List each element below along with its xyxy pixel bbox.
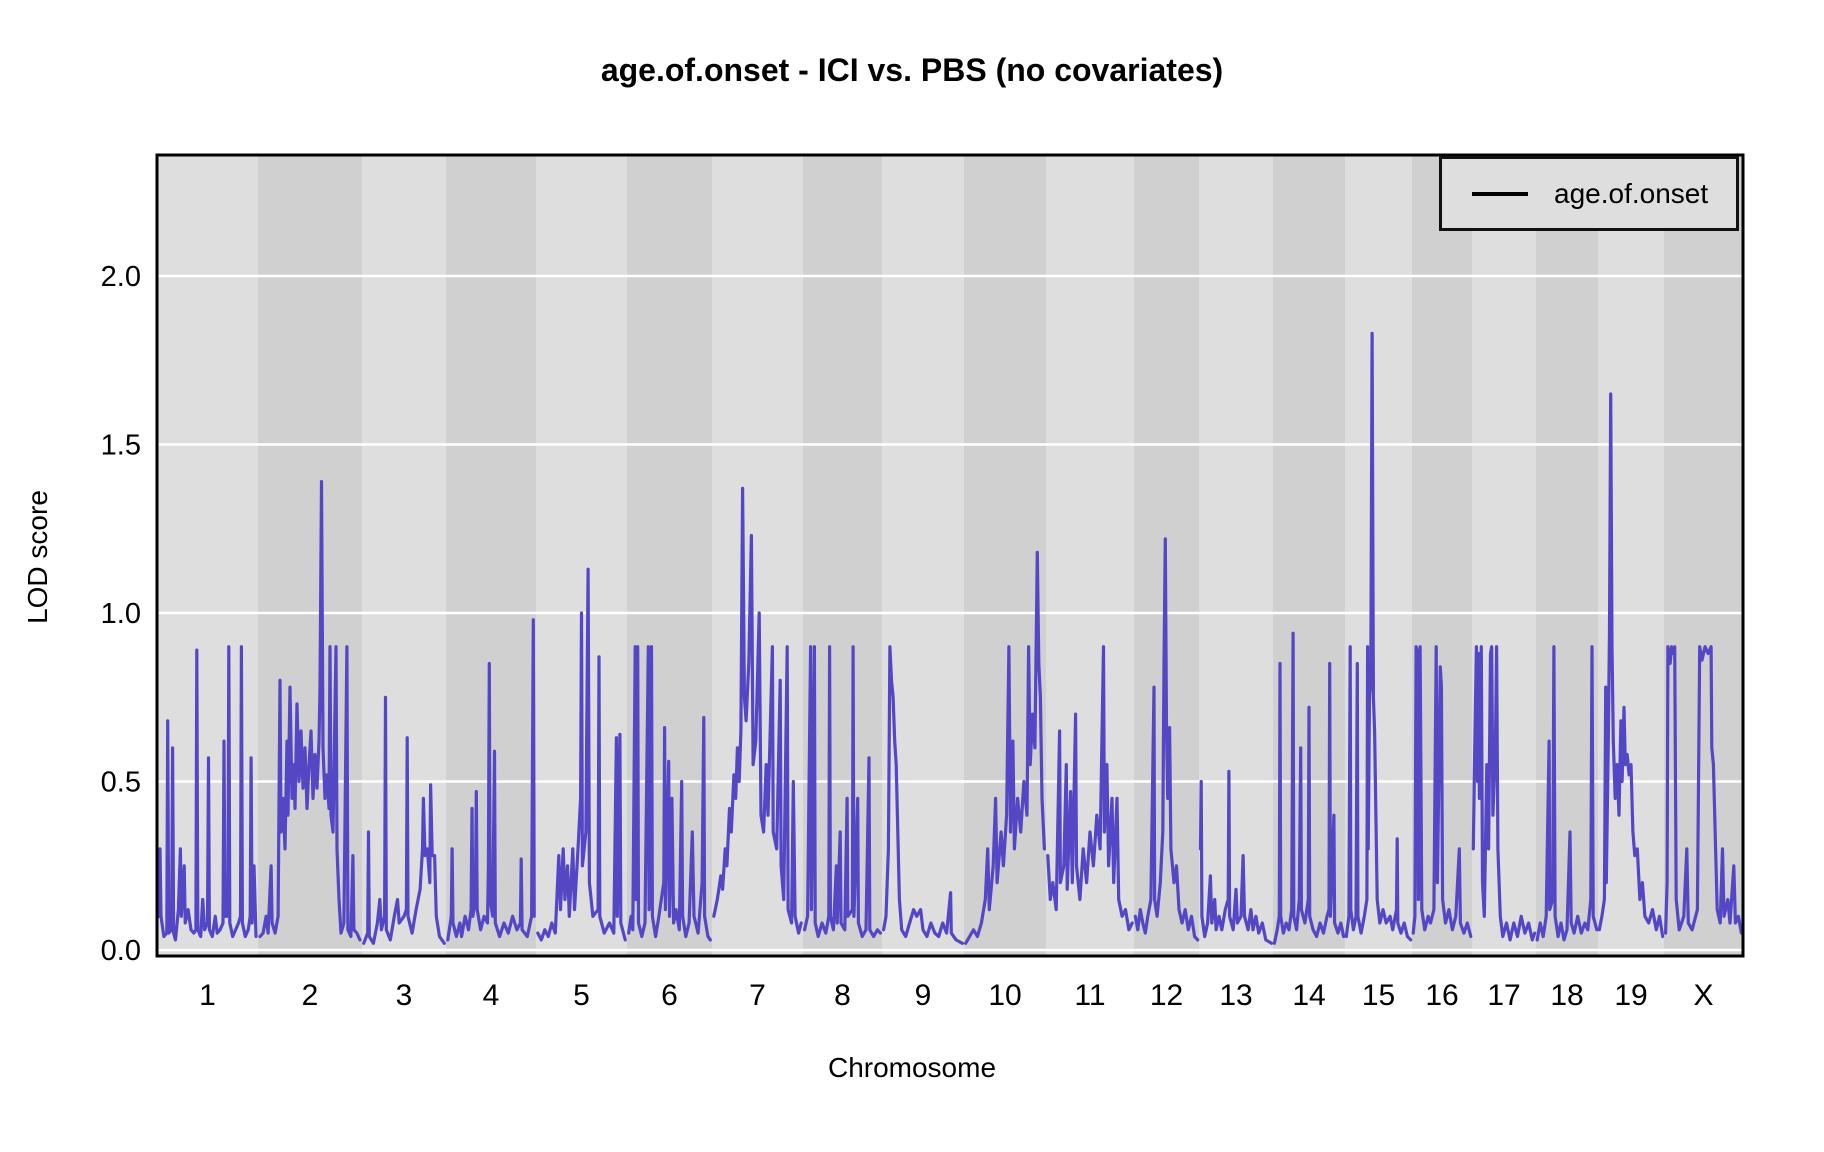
lod-curve-chr9 [881, 645, 965, 945]
x-axis-chromosome-label-19: 19 [1614, 979, 1647, 1012]
x-axis-chromosome-label-11: 11 [1074, 979, 1105, 1012]
lod-curve-chr4 [446, 618, 536, 942]
lod-curve-chr3 [362, 695, 446, 945]
x-axis-chromosome-label-4: 4 [483, 979, 500, 1012]
x-axis-chromosome-label-X: X [1693, 979, 1713, 1012]
lod-curve-chr16 [1411, 645, 1473, 939]
y-tick-label-1.0: 1.0 [101, 598, 141, 630]
lod-curve-chr8 [802, 645, 883, 939]
x-axis-chromosome-label-13: 13 [1219, 979, 1252, 1012]
x-axis-chromosome-label-14: 14 [1292, 979, 1325, 1012]
lod-curve-chr12 [1133, 537, 1200, 942]
lod-curve-chr7 [712, 486, 803, 935]
x-axis-chromosome-label-10: 10 [988, 979, 1021, 1012]
x-axis-chromosome-label-2: 2 [302, 979, 319, 1012]
x-axis-chromosome-label-1: 1 [199, 979, 216, 1012]
legend-line-icon [1472, 191, 1528, 196]
lod-curve-chr18 [1535, 645, 1599, 942]
lod-curve-chr15 [1344, 331, 1413, 942]
x-axis-chromosome-label-7: 7 [749, 979, 766, 1012]
chart-title: age.of.onset - ICI vs. PBS (no covariate… [600, 52, 1224, 88]
x-axis-chromosome-label-3: 3 [396, 979, 413, 1012]
y-tick-label-2.0: 2.0 [101, 261, 141, 293]
x-axis-chromosome-label-9: 9 [915, 979, 932, 1012]
lod-curve-chr17 [1471, 645, 1537, 942]
lod-curve-chr13 [1198, 769, 1274, 945]
lod-curve-chr11 [1046, 645, 1134, 932]
lod-curve-chr14 [1272, 631, 1346, 945]
x-axis-chromosome-label-12: 12 [1150, 979, 1183, 1012]
y-tick-label-0.5: 0.5 [101, 767, 141, 799]
x-axis-title: Chromosome [827, 1052, 997, 1083]
y-tick-label-1.5: 1.5 [101, 430, 141, 462]
y-tick-label-0.0: 0.0 [101, 935, 141, 967]
chromosome-band-9 [882, 155, 964, 956]
x-axis-chromosome-label-6: 6 [661, 979, 678, 1012]
y-axis-title: LOD score [22, 490, 53, 624]
legend-label: age.of.onset [1554, 177, 1709, 209]
x-axis-chromosome-label-17: 17 [1487, 979, 1520, 1012]
chromosome-band-13 [1199, 155, 1273, 956]
lod-curve-chr2 [258, 480, 362, 942]
x-axis-chromosome-label-15: 15 [1362, 979, 1395, 1012]
x-axis-chromosome-label-8: 8 [834, 979, 851, 1012]
lod-curve-chrX [1663, 645, 1744, 935]
plot-border [155, 153, 1745, 958]
lod-curve-chr5 [536, 567, 627, 942]
x-axis-chromosome-label-16: 16 [1425, 979, 1458, 1012]
lod-curve-chr6 [627, 645, 712, 942]
lod-curve-chr1 [157, 645, 258, 942]
x-axis-chromosome-label-18: 18 [1550, 979, 1583, 1012]
lod-curve-chr19 [1597, 392, 1665, 939]
x-axis-chromosome-label-5: 5 [573, 979, 590, 1012]
lod-curve-chr10 [963, 550, 1047, 945]
legend: age.of.onset [1439, 156, 1739, 231]
